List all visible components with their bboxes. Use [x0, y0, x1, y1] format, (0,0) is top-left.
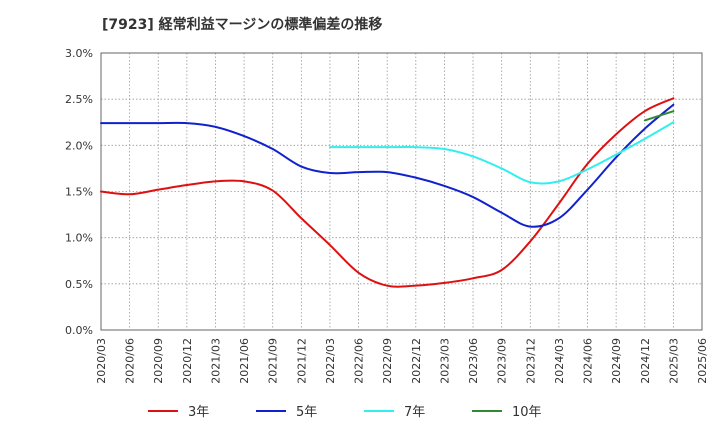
x-tick-label: 2024/06: [582, 338, 595, 384]
x-tick-label: 2020/12: [181, 338, 194, 384]
x-tick-label: 2024/03: [553, 338, 566, 384]
x-tick-label: 2022/06: [353, 338, 366, 384]
grid-layer: [100, 52, 703, 331]
y-tick-label: 2.0%: [65, 139, 93, 152]
y-tick-label: 3.0%: [65, 47, 93, 60]
y-tick-label: 1.5%: [65, 186, 93, 199]
x-tick-label: 2020/03: [95, 338, 108, 384]
x-tick-label: 2021/03: [209, 338, 222, 384]
y-tick-label: 0.5%: [65, 278, 93, 291]
x-tick-label: 2023/09: [496, 338, 509, 384]
axis-layer: 0.0% 0.5% 1.0% 1.5% 2.0% 2.5% 3.0% 2020/03 2020/…: [65, 47, 709, 384]
x-tick-label: 2022/12: [410, 338, 423, 384]
x-tick-label: 2024/12: [639, 338, 652, 384]
x-tick-label: 2025/03: [667, 338, 680, 384]
y-tick-label: 0.0%: [65, 324, 93, 337]
series-line-4: [643, 110, 675, 122]
x-tick-label: 2022/03: [324, 338, 337, 384]
x-tick-label: 2024/09: [610, 338, 623, 384]
legend-label: 3年: [188, 405, 209, 420]
x-tick-label: 2021/12: [295, 338, 308, 384]
legend-label: 7年: [404, 405, 425, 420]
series-line-2: [100, 103, 675, 228]
x-tick-label: 2025/06: [696, 338, 709, 384]
legend-label: 5年: [296, 405, 317, 420]
x-tick-label: 2020/06: [124, 338, 137, 384]
x-tick-label: 2023/03: [438, 338, 451, 384]
x-tick-label: 2021/09: [267, 338, 280, 384]
y-tick-label: 1.0%: [65, 232, 93, 245]
x-tick-label: 2023/06: [467, 338, 480, 384]
series-line-1: [100, 97, 675, 288]
x-tick-label: 2020/09: [152, 338, 165, 384]
x-tick-label: 2022/09: [381, 338, 394, 384]
legend: 3年 5年 7年 10年: [148, 405, 542, 420]
legend-label: 10年: [512, 405, 542, 420]
series-line-3: [328, 121, 675, 185]
plot-area: [101, 53, 702, 330]
series-layer: [100, 97, 675, 288]
chart-title: [7923] 経常利益マージンの標準偏差の推移: [102, 17, 383, 33]
x-tick-label: 2021/06: [238, 338, 251, 384]
x-tick-label: 2023/12: [524, 338, 537, 384]
y-tick-label: 2.5%: [65, 93, 93, 106]
